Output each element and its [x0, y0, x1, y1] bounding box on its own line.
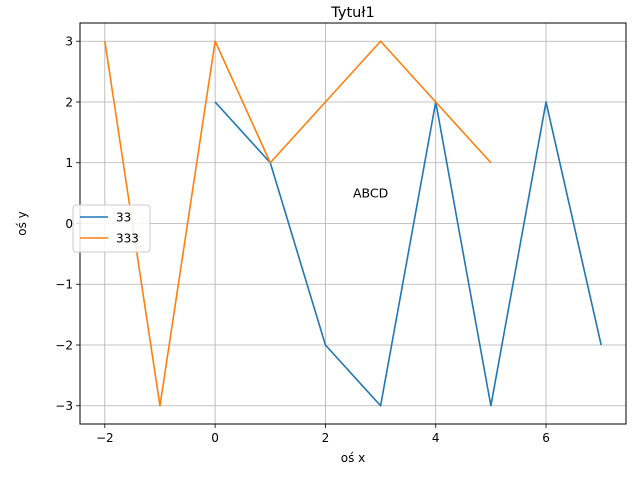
annotations: ABCD: [353, 186, 388, 201]
y-axis-label: oś y: [15, 211, 29, 236]
x-tick-label: −2: [96, 431, 114, 445]
ticks: −2 0 2 4 6 −3 −2 −1 0 1 2 3: [55, 35, 550, 445]
legend-label: 33: [116, 210, 131, 224]
y-tick-label: 2: [65, 95, 73, 109]
x-axis-label: oś x: [341, 451, 366, 465]
legend-label: 333: [116, 231, 139, 245]
y-tick-label: 3: [65, 35, 73, 49]
x-tick-label: 0: [211, 431, 219, 445]
chart-title: Tytuł1: [330, 5, 374, 21]
series-line-333: [104, 40, 492, 407]
y-tick-label: 0: [65, 217, 73, 231]
series-group: [104, 40, 602, 407]
y-tick-label: −2: [55, 338, 73, 352]
x-tick-label: 4: [432, 431, 440, 445]
annotation-text: ABCD: [353, 186, 388, 201]
y-tick-label: 1: [65, 156, 73, 170]
x-tick-label: 2: [322, 431, 330, 445]
y-tick-label: −3: [55, 399, 73, 413]
y-tick-label: −1: [55, 278, 73, 292]
x-tick-label: 6: [542, 431, 550, 445]
series-line-33: [214, 101, 602, 407]
